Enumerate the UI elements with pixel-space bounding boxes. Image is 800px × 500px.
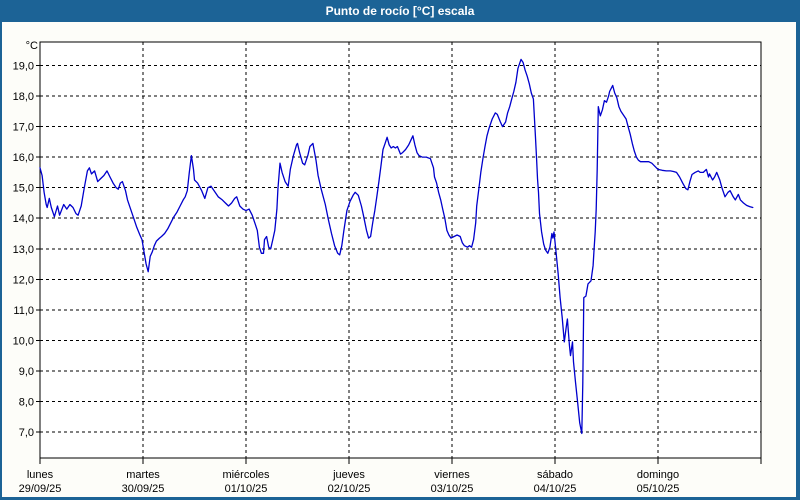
y-tick-label: 17,0 bbox=[13, 122, 34, 134]
y-tick-label: 14,0 bbox=[13, 213, 34, 225]
y-axis-unit-label: °C bbox=[26, 40, 38, 52]
day-name-label: domingo bbox=[637, 469, 679, 481]
day-date-label: 04/10/25 bbox=[534, 483, 577, 495]
day-name-label: miércoles bbox=[222, 469, 270, 481]
y-tick-label: 10,0 bbox=[13, 335, 34, 347]
day-name-label: martes bbox=[126, 469, 160, 481]
y-tick-label: 9,0 bbox=[19, 366, 34, 378]
y-tick-label: 19,0 bbox=[13, 61, 34, 73]
day-date-label: 02/10/25 bbox=[328, 483, 371, 495]
day-name-label: viernes bbox=[434, 469, 470, 481]
window-frame-left bbox=[0, 22, 2, 500]
title-bar: Punto de rocío [°C] escala bbox=[0, 0, 800, 22]
day-name-label: lunes bbox=[27, 469, 54, 481]
day-name-label: sábado bbox=[537, 469, 573, 481]
y-tick-label: 13,0 bbox=[13, 244, 34, 256]
y-tick-label: 15,0 bbox=[13, 183, 34, 195]
dewpoint-line bbox=[39, 58, 754, 435]
y-tick-label: 12,0 bbox=[13, 274, 34, 286]
y-tick-label: 16,0 bbox=[13, 152, 34, 164]
plot-border bbox=[39, 41, 762, 459]
window-frame-bottom bbox=[0, 497, 800, 500]
y-tick-label: 7,0 bbox=[19, 427, 34, 439]
day-date-label: 01/10/25 bbox=[225, 483, 268, 495]
day-date-label: 29/09/25 bbox=[19, 483, 62, 495]
day-date-label: 05/10/25 bbox=[637, 483, 680, 495]
window-frame-right bbox=[796, 22, 800, 500]
chart-title: Punto de rocío [°C] escala bbox=[325, 4, 475, 18]
y-tick-label: 11,0 bbox=[13, 305, 34, 317]
y-tick-label: 18,0 bbox=[13, 91, 34, 103]
day-name-label: jueves bbox=[332, 469, 365, 481]
y-tick-label: 8,0 bbox=[19, 396, 34, 408]
day-date-label: 03/10/25 bbox=[431, 483, 474, 495]
day-date-label: 30/09/25 bbox=[122, 483, 165, 495]
